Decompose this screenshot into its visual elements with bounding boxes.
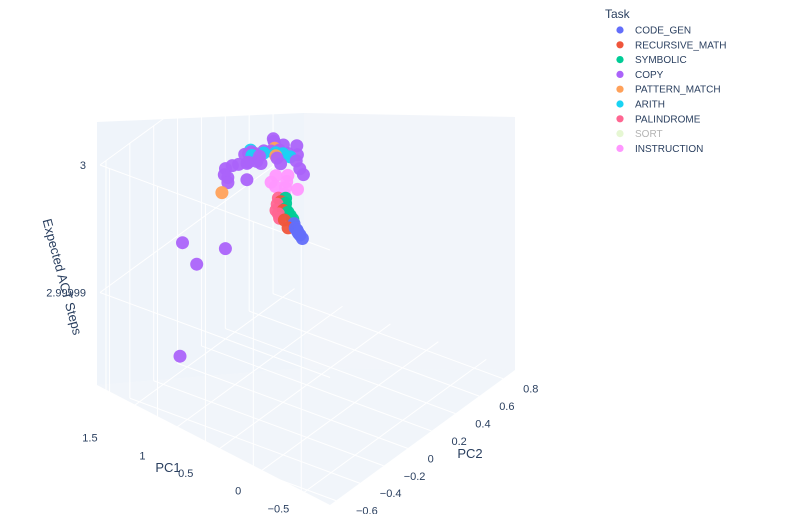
legend-item-pattern_match[interactable]: PATTERN_MATCH [616,85,721,96]
pc1-tick-label: 0.5 [178,468,193,480]
gridline-x [300,358,487,495]
pc1-tick-label: 1.5 [82,433,97,445]
legend-marker [616,41,624,49]
pc1-tick-label: 0 [235,486,241,498]
gridlines [99,29,504,502]
data-point-copy[interactable] [254,157,268,170]
gridline-y [105,415,337,502]
legend-marker [616,85,624,93]
pc1-tick-label: −0.5 [268,503,290,514]
pc1-axis-title: PC1 [155,460,180,475]
points-layer [173,132,310,363]
legend-item-instruction[interactable]: INSTRUCTION [616,144,703,155]
legend-title: Task [605,7,631,21]
data-point-code_gen[interactable] [295,232,309,245]
gridline-x [109,288,295,424]
legend-marker [616,70,624,78]
gridline-y [225,328,456,415]
pc2-tick-label: 0.6 [499,401,514,413]
pc2-tick-label: 0.4 [475,419,490,431]
data-point-copy[interactable] [240,173,254,187]
z-tick-labels: 3 2.99999 [46,160,86,300]
gridline-z-wall [99,164,331,251]
gridline-z [99,29,286,166]
data-point-pattern_match[interactable] [215,186,229,200]
pc2-tick-label: 0.2 [452,436,467,448]
data-point-copy[interactable] [296,168,310,182]
legend-label: ARITH [635,100,665,111]
legend-item-code_gen[interactable]: CODE_GEN [616,26,691,37]
legend-label: SYMBOLIC [635,55,687,66]
legend-item-palindrome[interactable]: PALINDROME [616,114,701,125]
legend-marker [616,144,624,152]
z-tick-label: 3 [80,160,86,172]
z-tick-label: 2.99999 [46,288,86,300]
data-point-copy[interactable] [274,157,288,171]
data-point-copy[interactable] [173,349,187,363]
legend-label: RECURSIVE_MATH [635,40,727,51]
data-point-copy[interactable] [176,236,189,250]
pc2-tick-label: −0.6 [356,506,378,514]
legend-items: CODE_GEN RECURSIVE_MATH SYMBOLIC COPY PATTER… [616,26,727,155]
gridline-z [99,157,286,293]
gridline-y [129,397,361,484]
legend-label: SORT [635,129,663,140]
legend-marker [616,56,624,64]
legend-marker [616,26,624,34]
legend: Task CODE_GEN RECURSIVE_MATH SYMBOLIC COPY P… [605,7,727,155]
data-point-copy[interactable] [221,176,235,190]
data-point-copy[interactable] [218,242,232,256]
legend-label: PATTERN_MATCH [635,85,721,96]
legend-marker [616,100,624,108]
pc1-tick-label: 1 [139,450,145,462]
gridline-y [201,345,432,432]
gridline-y [177,362,408,449]
gridline-y [153,380,384,467]
pc2-tick-label: 0 [428,453,434,465]
data-point-copy[interactable] [190,257,204,271]
data-point-instruction[interactable] [291,182,304,196]
legend-item-recursive_math[interactable]: RECURSIVE_MATH [616,40,727,51]
legend-item-arith[interactable]: ARITH [616,100,665,111]
pc2-tick-labels: −0.6−0.4−0.20 0.2 0.4 0.6 0.8 [356,384,538,514]
pc2-tick-label: −0.2 [404,471,426,483]
gridline-y [249,310,480,397]
legend-label: COPY [635,70,664,81]
gridline-x [205,323,391,460]
pc2-tick-label: 0.8 [523,384,538,396]
legend-marker [616,130,624,138]
legend-label: INSTRUCTION [635,144,703,155]
legend-marker [616,115,624,123]
data-point-instruction[interactable] [269,180,282,193]
pc2-tick-label: −0.4 [380,488,402,500]
gridline-x [157,305,343,442]
legend-item-sort[interactable]: SORT [616,129,663,140]
legend-label: CODE_GEN [635,26,691,37]
legend-item-symbolic[interactable]: SYMBOLIC [616,55,687,66]
legend-item-copy[interactable]: COPY [616,70,664,81]
pc2-axis-title: PC2 [457,446,482,461]
pc1-tick-labels: 1.5 1 0.5 0 −0.5 [82,433,289,514]
gridline-x [253,341,439,478]
legend-label: PALINDROME [635,114,701,125]
gridline-y [272,293,504,380]
gridline-z-wall [99,292,331,378]
z-axis-title: Expected ACT Steps [40,217,86,337]
